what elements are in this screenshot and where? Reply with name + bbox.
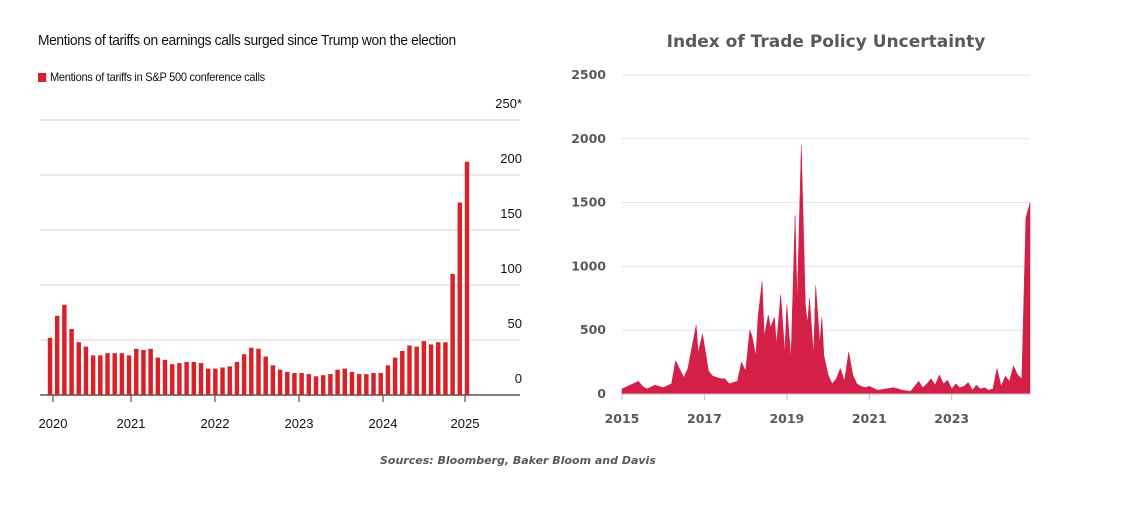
bar xyxy=(378,373,383,395)
bar xyxy=(342,368,348,395)
bar xyxy=(464,161,470,395)
bar xyxy=(112,353,117,395)
x-tick-label: 2019 xyxy=(769,411,804,426)
bar xyxy=(443,342,448,395)
y-tick-label: 1500 xyxy=(571,195,606,210)
y-tick-label: 200 xyxy=(500,151,522,166)
bar xyxy=(335,369,340,395)
bar xyxy=(385,365,391,395)
bar xyxy=(47,337,53,395)
left-chart-legend: Mentions of tariffs in S&P 500 conferenc… xyxy=(38,70,265,84)
bar xyxy=(205,368,211,395)
bar xyxy=(162,359,168,395)
bar xyxy=(414,346,419,395)
bar xyxy=(105,353,110,395)
bar xyxy=(155,357,161,395)
y-tick-label: 0 xyxy=(597,386,606,401)
legend-swatch xyxy=(38,73,47,82)
bar xyxy=(263,356,268,395)
bar xyxy=(306,374,312,395)
sources-note: Sources: Bloomberg, Baker Bloom and Davi… xyxy=(380,454,656,467)
bar xyxy=(83,346,89,395)
bar xyxy=(62,304,67,395)
bar xyxy=(457,202,463,395)
bar xyxy=(400,351,405,395)
bar xyxy=(227,366,232,395)
trade-uncertainty-chart: Index of Trade Policy Uncertainty 0 500 10… xyxy=(560,0,1132,450)
bar xyxy=(421,341,427,395)
bar xyxy=(76,342,81,395)
bar xyxy=(356,374,362,395)
bar xyxy=(69,329,74,395)
right-chart-title: Index of Trade Policy Uncertainty xyxy=(666,32,986,52)
y-tick-label: 500 xyxy=(580,322,606,337)
y-tick-label: 2000 xyxy=(571,131,606,146)
bar xyxy=(213,368,218,395)
bar xyxy=(141,349,146,395)
y-tick-label: 150 xyxy=(500,206,522,221)
bar xyxy=(119,353,125,395)
bar xyxy=(126,355,132,395)
x-tick-label: 2022 xyxy=(201,416,230,431)
bar xyxy=(407,345,412,395)
bar xyxy=(392,357,398,395)
x-tick-label: 2021 xyxy=(117,416,146,431)
y-tick-label: 2500 xyxy=(571,67,606,82)
bar xyxy=(220,367,225,395)
y-tick-label: 250* xyxy=(495,96,522,111)
bar xyxy=(234,362,240,395)
tariff-mentions-chart: Mentions of tariffs on earnings calls su… xyxy=(0,0,560,450)
bar xyxy=(371,373,376,395)
bar xyxy=(177,363,182,395)
bar xyxy=(241,354,247,395)
bar xyxy=(450,274,455,395)
x-tick-label: 2024 xyxy=(369,416,398,431)
bar xyxy=(134,348,139,395)
bar xyxy=(328,374,333,395)
left-chart-plot: 0 50 100 150 200 250* 2020 2021 2022 2023 2024 2025 xyxy=(39,96,522,431)
area-series xyxy=(621,145,1031,395)
bar xyxy=(270,365,276,395)
y-tick-label: 50 xyxy=(508,316,522,331)
x-tick-label: 2023 xyxy=(934,411,969,426)
bar xyxy=(428,344,434,395)
x-tick-label: 2017 xyxy=(687,411,722,426)
bar xyxy=(90,355,96,395)
y-tick-label: 1000 xyxy=(571,258,606,273)
right-chart-plot: 0 500 1000 1500 2000 2500 2015 2017 2019 2021 2023 xyxy=(571,67,1031,426)
bar xyxy=(191,362,197,395)
bar xyxy=(249,347,254,395)
left-chart-title: Mentions of tariffs on earnings calls su… xyxy=(38,32,456,49)
bar xyxy=(54,315,60,395)
y-tick-label: 100 xyxy=(500,261,522,276)
legend-label: Mentions of tariffs in S&P 500 conferenc… xyxy=(49,70,265,84)
bar xyxy=(256,348,261,395)
x-tick-label: 2021 xyxy=(852,411,887,426)
bar xyxy=(198,363,204,395)
bar xyxy=(364,374,369,395)
bar xyxy=(349,371,355,395)
x-tick-label: 2023 xyxy=(285,416,314,431)
bar xyxy=(313,376,319,395)
bar xyxy=(148,348,153,395)
y-tick-label: 0 xyxy=(515,371,522,386)
bar xyxy=(184,362,189,395)
bar xyxy=(299,373,304,395)
bar xyxy=(98,355,103,395)
bar xyxy=(320,375,326,395)
bar xyxy=(285,371,290,395)
x-tick-label: 2015 xyxy=(605,411,640,426)
bar xyxy=(292,373,297,395)
bar xyxy=(436,342,441,395)
bar xyxy=(169,364,175,395)
bar xyxy=(277,369,283,395)
x-tick-label: 2020 xyxy=(39,416,68,431)
x-tick-label: 2025 xyxy=(451,416,480,431)
